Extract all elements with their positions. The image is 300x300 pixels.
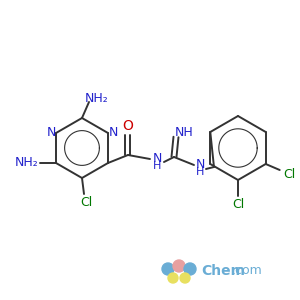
Text: NH₂: NH₂: [15, 157, 39, 169]
Text: NH₂: NH₂: [85, 92, 109, 104]
Text: Cl: Cl: [284, 167, 296, 181]
Text: O: O: [122, 119, 134, 133]
Circle shape: [173, 260, 185, 272]
Text: NH: NH: [175, 125, 194, 139]
Circle shape: [168, 273, 178, 283]
Circle shape: [180, 273, 190, 283]
Text: .com: .com: [232, 265, 263, 278]
Text: H: H: [196, 167, 204, 177]
Text: H: H: [153, 161, 161, 171]
Text: N: N: [108, 127, 118, 140]
Text: N: N: [152, 152, 162, 164]
Text: Chem: Chem: [201, 264, 245, 278]
Circle shape: [184, 263, 196, 275]
Circle shape: [162, 263, 174, 275]
Text: N: N: [46, 127, 56, 140]
Text: Cl: Cl: [80, 196, 92, 209]
Text: Cl: Cl: [232, 199, 244, 212]
Text: N: N: [195, 158, 205, 170]
